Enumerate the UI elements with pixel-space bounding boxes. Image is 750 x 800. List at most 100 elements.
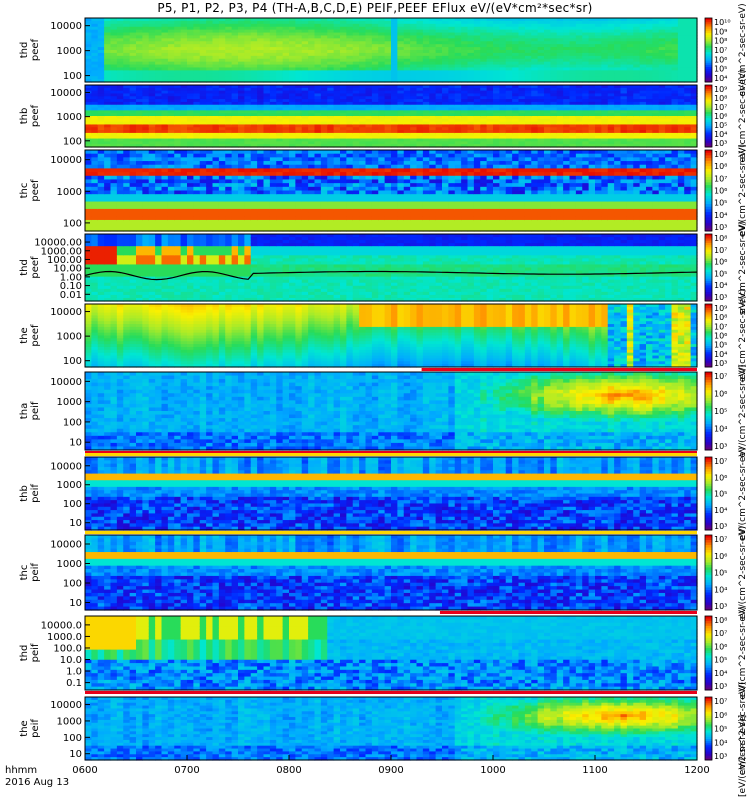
heatmap-cell — [257, 20, 265, 25]
heatmap-cell — [129, 216, 137, 221]
heatmap-cell — [416, 67, 424, 71]
heatmap-cell — [327, 101, 335, 106]
heatmap-cell — [155, 107, 163, 111]
heatmap-cell — [263, 201, 271, 206]
heatmap-cell — [473, 90, 481, 95]
heatmap-cell — [665, 52, 673, 57]
heatmap-cell — [225, 216, 233, 221]
heatmap-cell — [250, 87, 258, 92]
heatmap-cell — [371, 132, 379, 137]
heatmap-cell — [250, 179, 258, 184]
heatmap-cell — [116, 118, 124, 123]
heatmap-cell — [473, 85, 481, 89]
heatmap-cell — [467, 90, 475, 95]
heatmap-cell — [104, 201, 112, 206]
heatmap-cell — [129, 79, 137, 83]
heatmap-cell — [422, 70, 430, 74]
heatmap-cell — [658, 144, 666, 148]
heatmap-cell — [595, 26, 602, 31]
heatmap-cell — [327, 132, 335, 137]
heatmap-cell — [435, 90, 443, 95]
heatmap-cell — [352, 130, 360, 134]
heatmap-cell — [269, 101, 277, 106]
heatmap-cell — [276, 179, 284, 184]
heatmap-cell — [371, 99, 379, 103]
heatmap-cell — [199, 168, 207, 173]
heatmap-cell — [448, 61, 456, 66]
heatmap-cell — [531, 87, 539, 92]
heatmap-cell — [486, 64, 494, 69]
heatmap-cell — [167, 73, 175, 77]
heatmap-cell — [327, 90, 335, 95]
heatmap-cell — [263, 110, 271, 114]
heatmap-cell — [206, 50, 214, 54]
heatmap-cell — [467, 55, 475, 60]
heatmap-cell — [639, 29, 647, 34]
heatmap-cell — [193, 41, 201, 45]
heatmap-cell — [97, 55, 105, 60]
heatmap-cell — [104, 99, 112, 103]
heatmap-cell — [518, 141, 526, 145]
heatmap-cell — [486, 29, 494, 34]
heatmap-cell — [174, 216, 182, 221]
heatmap-cell — [467, 52, 475, 57]
heatmap-cell — [588, 26, 596, 31]
heatmap-cell — [276, 96, 284, 100]
heatmap-cell — [397, 58, 405, 63]
heatmap-cell — [569, 79, 577, 83]
colorbar-swatch — [705, 113, 712, 117]
heatmap-cell — [136, 168, 143, 173]
heatmap-cell — [167, 20, 175, 25]
heatmap-cell — [677, 110, 685, 114]
colorbar-swatch — [705, 18, 712, 21]
heatmap-cell — [569, 138, 577, 142]
heatmap-cell — [620, 29, 628, 34]
heatmap-cell — [269, 93, 277, 97]
heatmap-cell — [167, 44, 175, 48]
colorbar-swatch — [705, 126, 712, 129]
heatmap-cell — [282, 85, 290, 89]
heatmap-cell — [91, 55, 99, 60]
heatmap-cell — [206, 47, 214, 51]
heatmap-cell — [601, 18, 609, 22]
heatmap-cell — [486, 35, 494, 39]
colorbar-swatch — [705, 60, 712, 64]
heatmap-cell — [614, 121, 622, 126]
heatmap-cell — [116, 38, 124, 42]
heatmap-cell — [282, 96, 290, 100]
heatmap-cell — [250, 58, 258, 63]
heatmap-cell — [410, 138, 418, 142]
heatmap-cell — [238, 107, 245, 111]
heatmap-cell — [238, 58, 245, 63]
heatmap-cell — [104, 76, 112, 80]
heatmap-cell — [626, 101, 634, 106]
heatmap-cell — [569, 124, 577, 128]
heatmap-cell — [301, 44, 309, 48]
heatmap-cell — [187, 194, 194, 199]
heatmap-cell — [193, 175, 201, 181]
heatmap-cell — [486, 85, 494, 89]
heatmap-cell — [212, 205, 220, 210]
heatmap-cell — [199, 164, 207, 170]
heatmap-cell — [161, 150, 169, 155]
heatmap-cell — [544, 29, 551, 34]
heatmap-cell — [167, 38, 175, 42]
heatmap-cell — [665, 50, 673, 54]
heatmap-cell — [384, 141, 392, 145]
heatmap-cell — [301, 26, 309, 31]
heatmap-cell — [340, 141, 347, 145]
heatmap-cell — [104, 20, 112, 25]
heatmap-cell — [104, 227, 112, 232]
heatmap-cell — [212, 44, 220, 48]
heatmap-cell — [129, 90, 137, 95]
heatmap-cell — [531, 38, 539, 42]
heatmap-cell — [161, 32, 169, 37]
heatmap-cell — [690, 85, 698, 89]
heatmap-cell — [556, 26, 564, 31]
heatmap-cell — [467, 93, 475, 97]
heatmap-cell — [85, 223, 92, 228]
heatmap-cell — [588, 90, 596, 95]
heatmap-cell — [155, 216, 163, 221]
heatmap-cell — [365, 110, 373, 114]
heatmap-cell — [690, 110, 698, 114]
